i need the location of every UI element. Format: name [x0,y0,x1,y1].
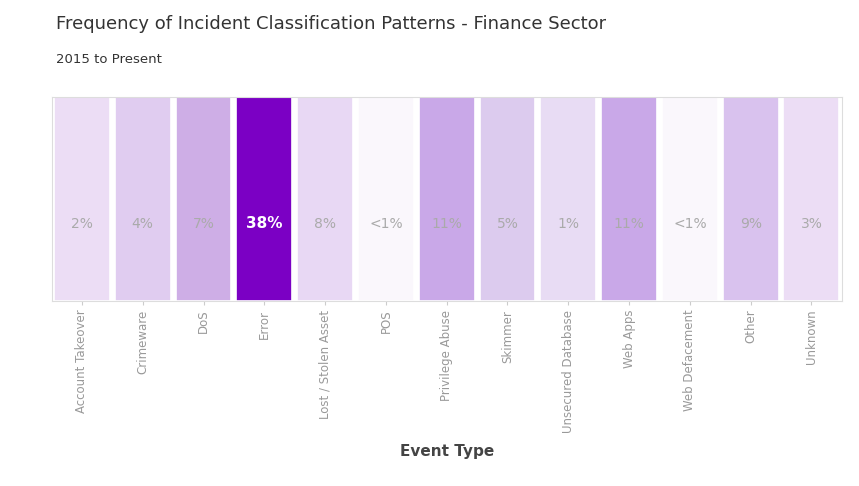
Bar [479,97,535,301]
Bar [297,97,353,301]
Text: 1%: 1% [557,217,579,231]
Bar [236,97,292,301]
Text: 11%: 11% [431,217,462,231]
Text: <1%: <1% [369,217,403,231]
Text: 38%: 38% [246,216,283,231]
Bar [175,97,231,301]
Text: 8%: 8% [314,217,336,231]
Text: 4%: 4% [131,217,154,231]
Text: 5%: 5% [497,217,519,231]
Bar [418,97,475,301]
Bar [358,97,414,301]
Text: 7%: 7% [192,217,215,231]
Bar [662,97,718,301]
Text: 9%: 9% [740,217,762,231]
X-axis label: Event Type: Event Type [399,444,494,459]
Text: 3%: 3% [801,217,822,231]
Text: 2%: 2% [71,217,93,231]
Text: 11%: 11% [613,217,644,231]
Bar [601,97,657,301]
Bar [540,97,596,301]
Bar [115,97,171,301]
Bar [783,97,839,301]
Text: Frequency of Incident Classification Patterns - Finance Sector: Frequency of Incident Classification Pat… [56,15,606,33]
Bar [722,97,778,301]
Text: <1%: <1% [673,217,707,231]
Bar [54,97,110,301]
Text: 2015 to Present: 2015 to Present [56,53,161,67]
